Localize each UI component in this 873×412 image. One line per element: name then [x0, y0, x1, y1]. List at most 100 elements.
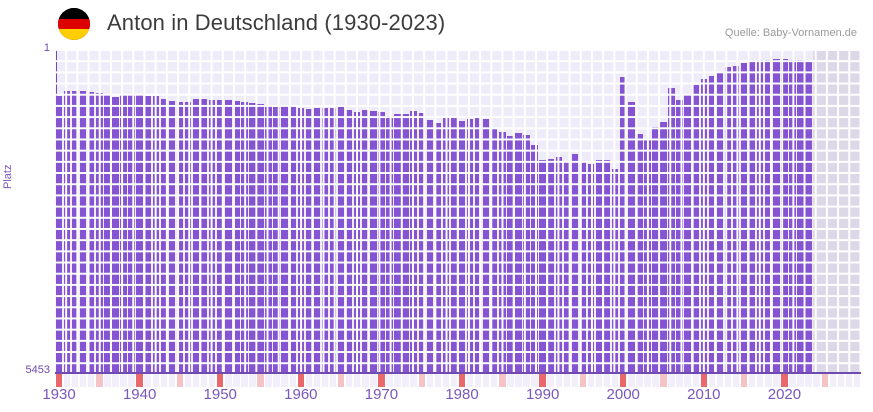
bar [112, 97, 119, 372]
bar [402, 114, 409, 372]
tick-year [434, 374, 442, 387]
flag-stripe-red [58, 18, 90, 30]
bar [176, 101, 184, 372]
x-axis-label-1960: 1960 [284, 386, 318, 403]
tick-decade [700, 374, 708, 387]
bar [547, 158, 554, 372]
bar [644, 140, 651, 372]
bar [55, 96, 63, 372]
tick-year [289, 374, 296, 387]
tick-year [120, 374, 127, 387]
x-axis-label-1990: 1990 [525, 386, 560, 403]
tick-year [63, 374, 71, 387]
tick-year [482, 374, 490, 387]
tick-half-decade [740, 374, 748, 387]
tick-year [88, 374, 95, 387]
tick-half-decade [337, 374, 345, 387]
tick-year [732, 374, 740, 387]
tick-year [587, 374, 595, 387]
tick-year [765, 374, 772, 387]
tick-half-decade [821, 374, 828, 387]
bar [797, 60, 804, 372]
tick-year [386, 374, 393, 387]
x-axis-label-1980: 1980 [445, 386, 479, 403]
tick-half-decade [418, 374, 425, 387]
bar [603, 160, 611, 372]
bar [515, 133, 522, 372]
tick-year [71, 374, 79, 387]
bar [297, 107, 305, 372]
bar [410, 110, 417, 372]
tick-year [628, 374, 635, 387]
tick-year [144, 374, 151, 387]
x-axis-label-2000: 2000 [606, 386, 640, 403]
bar [700, 78, 708, 372]
tick-year [595, 374, 603, 387]
x-axis-label-1930: 1930 [42, 386, 76, 403]
bar [386, 116, 393, 372]
bar [88, 92, 95, 372]
bar [474, 117, 482, 372]
tick-year [168, 374, 176, 387]
plot-area [55, 50, 861, 372]
tick-year [547, 374, 554, 387]
flag-stripe-gold [58, 29, 90, 40]
bar [805, 60, 812, 372]
source-attribution: Quelle: Baby-Vornamen.de [724, 27, 857, 39]
bar [96, 93, 103, 372]
tick-year [829, 374, 836, 387]
bar-series [55, 50, 861, 372]
bar [354, 111, 361, 372]
bar [748, 61, 756, 372]
tick-year [345, 374, 353, 387]
bar [418, 113, 425, 372]
tick-year [184, 374, 192, 387]
bar [273, 107, 280, 372]
bar [71, 91, 79, 372]
tick-year [394, 374, 401, 387]
bar [587, 163, 595, 372]
tick-year [797, 374, 804, 387]
bar [313, 107, 321, 372]
bar [217, 99, 224, 372]
tick-year [370, 374, 377, 387]
bar [579, 162, 587, 372]
tick-year [208, 374, 216, 387]
bar [426, 120, 433, 372]
x-axis-tick-marks [55, 374, 861, 387]
tick-half-decade [257, 374, 264, 387]
tick-year [724, 374, 732, 387]
tick-decade [539, 374, 546, 387]
bar [345, 109, 353, 372]
tick-year [692, 374, 699, 387]
bar [434, 123, 442, 372]
bar [628, 101, 635, 372]
bar [466, 118, 474, 372]
tick-half-decade [96, 374, 103, 387]
tick-decade [378, 374, 385, 387]
tick-decade [136, 374, 143, 387]
tick-year [410, 374, 417, 387]
bar [128, 94, 135, 372]
bar [208, 99, 216, 372]
bar [233, 101, 240, 372]
bar [281, 104, 288, 372]
bar [740, 62, 748, 372]
tick-decade [458, 374, 466, 387]
y-axis-title: Platz [2, 164, 14, 189]
tick-year [402, 374, 409, 387]
bar [732, 65, 740, 372]
tick-year [450, 374, 458, 387]
bar [765, 59, 772, 372]
tick-year [192, 374, 200, 387]
bar [684, 94, 691, 372]
tick-decade [297, 374, 305, 387]
tick-year [853, 374, 861, 387]
tick-year [265, 374, 272, 387]
bar [499, 132, 506, 372]
bar [789, 59, 796, 372]
tick-year [491, 374, 498, 387]
tick-year [466, 374, 474, 387]
y-axis-bottom-label: 5453 [25, 364, 50, 376]
